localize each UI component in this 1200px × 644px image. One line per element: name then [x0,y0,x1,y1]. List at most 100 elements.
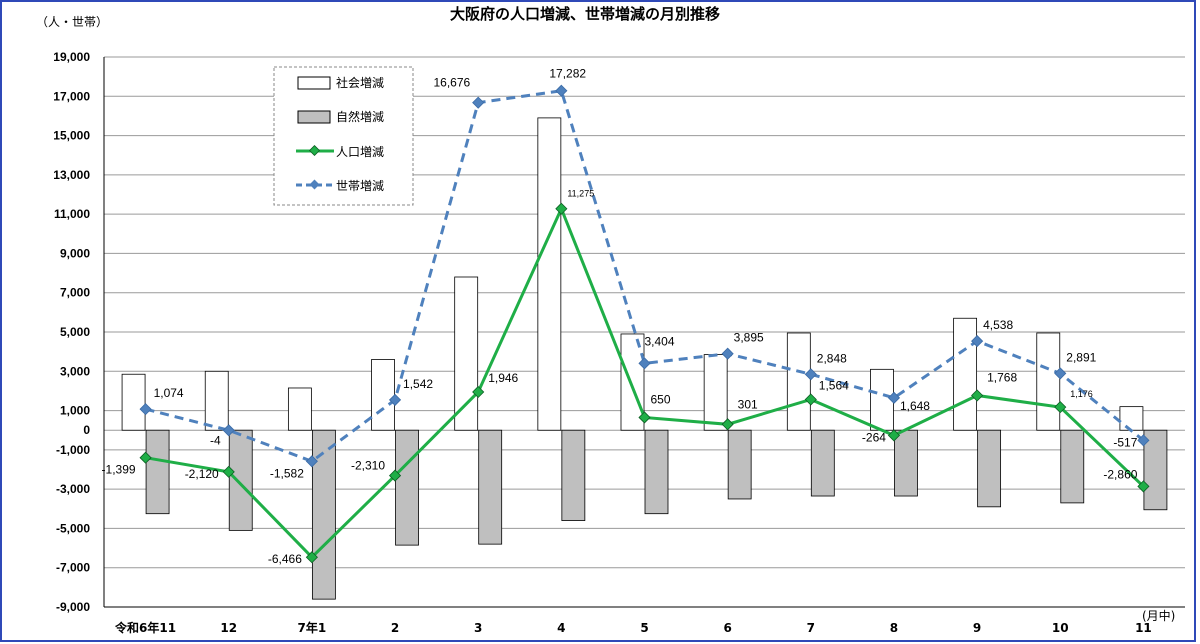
data-label-household: -4 [210,433,221,447]
bar-natural [727,429,752,500]
y-tick-label: 19,000 [53,50,90,64]
marker-population [305,551,318,564]
bar-social [953,317,978,431]
x-tick-label: 5 [640,621,648,635]
marker-household [1137,434,1150,447]
marker-population [139,451,152,464]
y-tick-label: 0 [83,423,90,437]
marker-household [887,391,901,404]
legend-swatch-natural [297,110,331,124]
marker-population [472,385,485,399]
bar-natural [311,429,336,600]
bar-natural [977,429,1002,508]
data-label-household: -517 [1113,435,1137,449]
y-tick-label: 3,000 [60,364,90,378]
bar-social [204,370,229,431]
x-tick-label: 4 [557,621,565,635]
data-label-population: 1,946 [488,371,518,385]
x-tick-label: 11 [1135,621,1152,635]
marker-population [638,411,651,424]
marker-household [388,393,402,406]
legend-swatch-social [297,76,331,90]
bar-social [786,332,811,431]
marker-household [222,424,235,437]
y-tick-label: 7,000 [60,286,90,300]
x-axis: 令和6年11 12 7年1 2 3 4 5 6 7 8 9 10 11 [114,620,1152,635]
x-tick-label: 12 [220,621,237,635]
marker-population [971,389,984,402]
data-label-population: 11,275 [567,189,594,199]
legend-marker-household [309,179,320,190]
data-label-population: 1,176 [1070,389,1093,399]
data-label-household: 1,542 [403,377,433,391]
bar-natural [810,429,835,497]
x-tick-label: 6 [723,621,731,635]
marker-population [1054,401,1067,414]
marker-household [971,335,984,348]
data-label-population: -6,466 [268,552,302,566]
bar-social [537,117,562,431]
bar-social [121,373,146,431]
data-label-population: -2,120 [185,467,219,481]
marker-population [555,202,568,215]
bar-social [1119,406,1144,431]
x-tick-label: 7 [807,621,815,635]
y-tick-label: 13,000 [53,168,90,182]
legend-label-household: 世帯増減 [336,178,384,193]
bars [121,117,1168,600]
marker-household [721,347,734,360]
bar-natural [561,429,586,521]
bar-social [1036,332,1061,431]
lines: 1,074 -4 -1,582 1,542 16,676 17,282 3,404 3,895… [102,67,1150,566]
x-tick-label: 9 [973,621,981,635]
data-label-household: 17,282 [549,67,586,81]
marker-household [305,455,318,468]
data-label-household: 16,676 [433,76,470,90]
bar-social [620,333,645,431]
data-label-population: -2,310 [351,459,385,473]
bar-natural [894,429,918,497]
data-label-household: 1,648 [900,399,930,413]
data-label-population: 650 [651,392,671,406]
data-label-household: 2,848 [817,351,847,365]
data-label-population: 1,768 [987,370,1017,384]
y-tick-label: -7,000 [56,561,90,575]
marker-population [222,465,235,478]
y-tick-label: 17,000 [53,89,90,103]
marker-population [887,429,901,442]
x-tick-label: 7年1 [298,620,327,635]
marker-household [638,357,651,370]
marker-household [1054,367,1067,380]
bar-social [371,359,395,431]
x-tick-label: 3 [474,621,482,635]
y-tick-label: 9,000 [60,246,90,260]
marker-population [804,393,817,406]
data-label-household: 1,074 [154,386,184,400]
chart-title: 大阪府の人口増減、世帯増減の月別推移 [450,5,720,23]
x-tick-label: 2 [391,621,399,635]
x-unit-label: (月中) [1142,608,1175,623]
legend-label-population: 人口増減 [336,144,384,159]
legend: 社会増減 自然増減 人口増減 世帯増減 [273,66,414,206]
x-tick-label: 10 [1052,621,1069,635]
data-label-population: -2,860 [1103,467,1137,481]
bar-social [703,354,728,431]
data-label-household: 3,404 [645,334,675,348]
y-tick-label: 15,000 [53,129,90,143]
x-tick-label: 8 [890,621,898,635]
marker-household [139,403,152,416]
y-tick-label: 11,000 [54,207,90,221]
bar-natural [478,429,503,545]
gridlines [104,56,1185,608]
y-tick-label: -5,000 [56,521,90,535]
y-tick-label: -1,000 [56,443,90,457]
marker-population [721,418,734,431]
legend-label-social: 社会増減 [336,75,384,90]
marker-household [804,368,817,381]
y-axis: -9,000 -7,000 -5,000 -3,000 -1,000 0 1,000 3,00… [53,50,1185,614]
y-unit-label: （人・世帯） [36,15,108,29]
bar-social [454,276,479,431]
legend-marker-population [308,144,321,157]
marker-household [472,96,485,109]
